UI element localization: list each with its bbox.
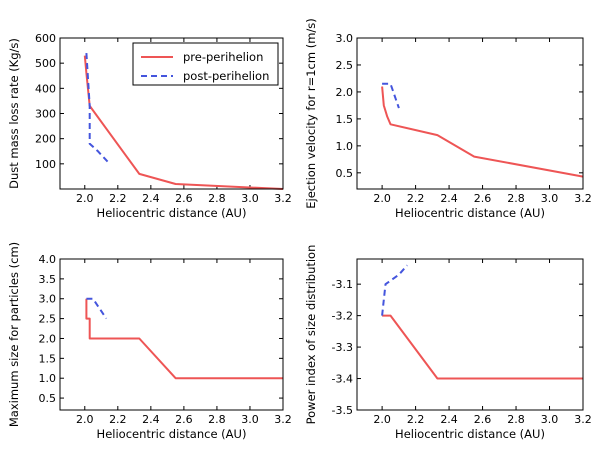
x-tick-label: 2.2 [407,413,425,426]
x-axis-label: Heliocentric distance (AU) [395,427,545,441]
x-axis-label: Heliocentric distance (AU) [97,427,247,441]
chart-panel-1: 2.0 2.2 2.4 2.6 2.8 3.0 3.2 100 200 300 400 500 600 H… [7,32,292,220]
y-tick-label: 3.0 [39,293,57,306]
x-tick-label: 2.8 [208,413,226,426]
y-tick-label: 500 [35,57,56,70]
x-tick-label: 2.0 [373,413,391,426]
series-pre-perihelion [382,314,583,380]
x-tick-label: 2.6 [175,192,193,205]
x-tick-label: 3.2 [574,413,592,426]
y-tick-label: 1.5 [336,113,354,126]
x-tick-label: 2.4 [142,192,160,205]
x-tick-label: 2.6 [175,413,193,426]
y-tick-label: 1.0 [336,140,354,153]
plot-frame [356,37,584,190]
x-tick-label: 3.0 [541,192,559,205]
x-tick-label: 3.0 [241,192,259,205]
chart-panel-3: 2.0 2.2 2.4 2.6 2.8 3.0 3.2 0.5 1.0 1.5 2.0 2.5 3.0 3… [7,242,292,441]
x-tick-label: 3.2 [274,192,292,205]
y-tick-label: 2.0 [336,86,354,99]
series-post-perihelion [381,264,408,316]
chart-panel-2: 2.0 2.2 2.4 2.6 2.8 3.0 3.20.51.01.52.02.53.0H… [304,18,592,220]
x-tick-label: 2.2 [109,413,127,426]
plot-frame [59,37,284,190]
y-tick-label: 4.0 [39,253,57,266]
series-post-perihelion [86,297,108,320]
y-tick-label: 200 [35,133,56,146]
x-tick-label: 2.4 [440,413,458,426]
series-pre-perihelion [85,298,283,380]
legend-box [132,42,279,86]
y-tick-label: 2.5 [39,313,57,326]
legend-label: pre-perihelion [183,50,263,64]
x-tick-label: 2.4 [142,413,160,426]
y-tick-label: -3.2 [332,310,353,323]
legend: pre-perihelion post-perihelion [132,42,279,86]
x-axis-label: Heliocentric distance (AU) [97,206,247,220]
series-post-perihelion [382,82,400,109]
y-axis-label: Power index of size distribution [304,245,318,425]
legend-label: post-perihelion [183,69,269,83]
x-tick-label: 3.2 [574,192,592,205]
x-tick-label: 2.8 [507,413,525,426]
y-tick-label: 0.5 [39,392,57,405]
y-tick-label: 2.0 [39,332,57,345]
x-tick-label: 3.0 [541,413,559,426]
x-tick-label: 2.2 [109,192,127,205]
y-tick-label: -3.3 [332,341,353,354]
series-pre-perihelion [83,55,284,190]
x-tick-label: 2.8 [507,192,525,205]
x-tick-label: 2.0 [373,192,391,205]
y-tick-label: 0.5 [336,167,354,180]
x-tick-label: 3.2 [274,413,292,426]
y-tick-label: 3.5 [39,273,57,286]
y-axis-label: Dust mass loss rate (Kg/s) [7,38,21,189]
y-axis-label: Ejection velocity for r=1cm (m/s) [304,18,318,209]
y-tick-label: 300 [35,108,56,121]
y-tick-label: 600 [35,32,56,45]
series-pre-perihelion [381,86,584,178]
x-tick-label: 2.8 [208,192,226,205]
x-tick-label: 3.0 [241,413,259,426]
x-tick-label: 2.2 [407,192,425,205]
y-axis-label: Maximum size for particles (cm) [7,242,21,427]
series-post-perihelion [85,53,111,165]
y-tick-label: 400 [35,82,56,95]
x-tick-label: 2.6 [474,413,492,426]
y-tick-label: -3.4 [332,373,353,386]
y-tick-label: 3.0 [336,32,354,45]
y-tick-label: -3.1 [332,278,353,291]
x-axis-label: Heliocentric distance (AU) [395,206,545,220]
y-tick-label: 2.5 [336,59,354,72]
plot-frame [356,258,584,411]
y-tick-label: 1.0 [39,372,57,385]
y-tick-label: 100 [35,158,56,171]
x-tick-label: 2.0 [76,192,94,205]
x-tick-label: 2.6 [474,192,492,205]
x-tick-label: 2.4 [440,192,458,205]
chart-panel-4: 2.0 2.2 2.4 2.6 2.8 3.0 3.2 -3.5 -3.4 -3.3 -3.2 -3.… [304,245,592,441]
y-tick-label: 1.5 [39,352,57,365]
x-tick-label: 2.0 [76,413,94,426]
y-tick-label: -3.5 [332,404,353,417]
plot-frame [59,258,284,411]
